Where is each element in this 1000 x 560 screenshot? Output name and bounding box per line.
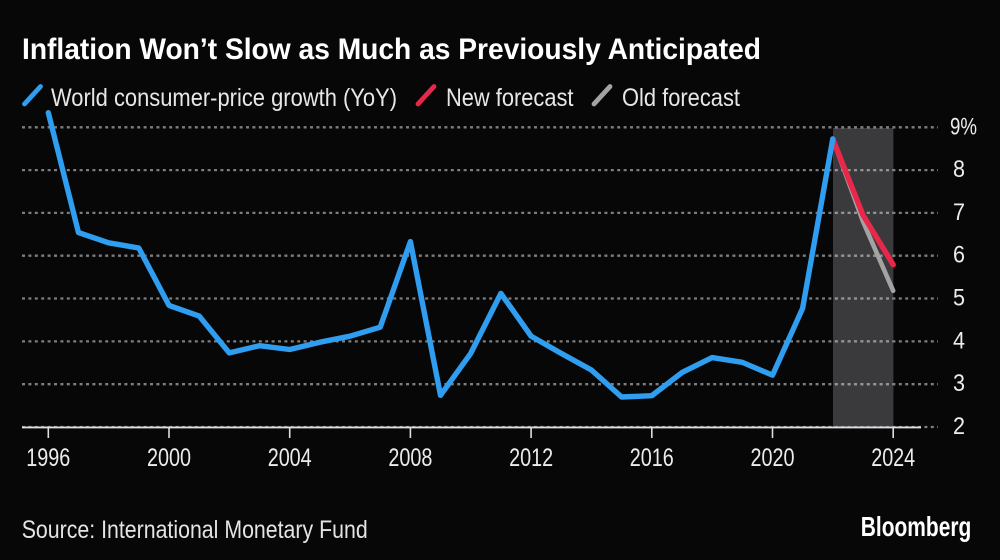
svg-text:8: 8	[953, 156, 965, 183]
svg-text:2020: 2020	[751, 444, 795, 472]
svg-text:2000: 2000	[147, 444, 191, 472]
svg-text:2: 2	[953, 413, 965, 440]
svg-text:World consumer-price growth (Y: World consumer-price growth (YoY)	[51, 84, 397, 112]
svg-text:Inflation Won’t Slow as Much a: Inflation Won’t Slow as Much as Previous…	[22, 33, 761, 66]
svg-text:2008: 2008	[388, 444, 432, 472]
svg-text:6: 6	[953, 242, 965, 269]
svg-text:5: 5	[953, 285, 965, 312]
svg-text:2016: 2016	[630, 444, 674, 472]
svg-text:3: 3	[953, 370, 965, 397]
svg-text:9%: 9%	[950, 113, 977, 140]
svg-text:2012: 2012	[509, 444, 553, 472]
svg-text:2004: 2004	[268, 444, 312, 472]
svg-text:Old forecast: Old forecast	[622, 84, 740, 112]
svg-text:Source: International Monetary: Source: International Monetary Fund	[22, 516, 368, 544]
svg-text:Bloomberg: Bloomberg	[861, 511, 972, 542]
svg-text:2024: 2024	[871, 444, 915, 472]
svg-text:7: 7	[953, 199, 965, 226]
svg-text:New forecast: New forecast	[446, 84, 574, 112]
svg-text:4: 4	[953, 327, 965, 354]
svg-text:1996: 1996	[26, 444, 70, 472]
